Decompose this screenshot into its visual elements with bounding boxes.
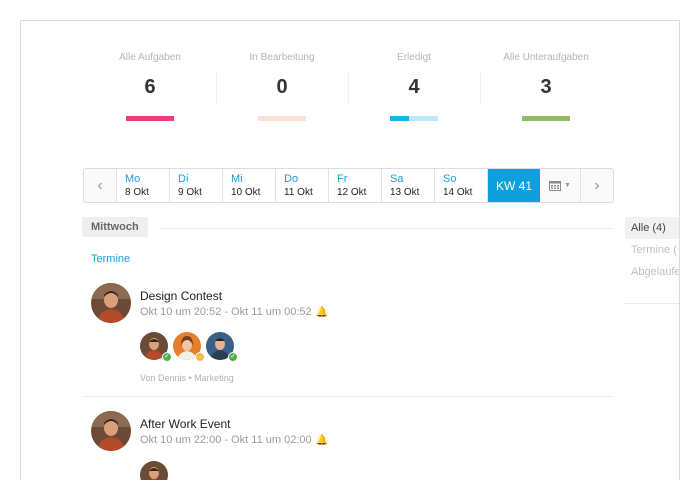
bell-icon: 🔔 xyxy=(315,307,329,318)
chevron-right-icon[interactable]: › xyxy=(580,169,613,202)
stat-bar xyxy=(522,116,570,121)
participant-avatar[interactable] xyxy=(140,332,168,360)
divider xyxy=(625,303,679,304)
event-time: Okt 10 um 22:00 - Okt 11 um 02:00 🔔 xyxy=(140,434,328,446)
day-name: Mi xyxy=(231,173,243,185)
stat-divider xyxy=(348,73,349,105)
day-date: 9 Okt xyxy=(178,187,202,198)
filter-expired[interactable]: Abgelaufe xyxy=(631,266,680,278)
stat-value: 6 xyxy=(144,76,156,98)
stat-all-subtasks[interactable]: Alle Unteraufgaben 3 xyxy=(480,51,612,99)
calendar-icon xyxy=(549,180,562,191)
day-date: 8 Okt xyxy=(125,187,149,198)
event-time-text: Okt 10 um 20:52 - Okt 11 um 00:52 xyxy=(140,306,312,318)
event-divider xyxy=(82,396,614,397)
day-heading: Mittwoch xyxy=(82,217,148,237)
stat-bar-progress xyxy=(390,116,410,121)
day-date: 12 Okt xyxy=(337,187,367,198)
stat-bar xyxy=(126,116,174,121)
avatar xyxy=(91,283,131,323)
week-navigator: ‹ Mo 8 Okt Di 9 Okt Mi 10 Okt Do 11 Okt … xyxy=(83,168,614,203)
event-time-text: Okt 10 um 22:00 - Okt 11 um 02:00 xyxy=(140,434,312,446)
day-name: Sa xyxy=(390,173,404,185)
day-thursday[interactable]: Do 11 Okt xyxy=(276,169,329,202)
day-name: Mo xyxy=(125,173,141,185)
day-date: 10 Okt xyxy=(231,187,261,198)
day-name: So xyxy=(443,173,457,185)
avatar xyxy=(91,411,131,451)
day-name: Do xyxy=(284,173,299,185)
stat-label: In Bearbeitung xyxy=(249,52,315,63)
event-title[interactable]: After Work Event xyxy=(140,417,231,431)
event-time: Okt 10 um 20:52 - Okt 11 um 00:52 🔔 xyxy=(140,306,328,318)
stat-value: 3 xyxy=(540,76,552,98)
filter-all[interactable]: Alle (4) xyxy=(625,217,679,239)
event-title[interactable]: Design Contest xyxy=(140,289,223,303)
divider xyxy=(161,228,613,229)
caret-down-icon: ▼ xyxy=(564,182,571,189)
stat-value: 4 xyxy=(408,76,420,98)
stat-label: Alle Unteraufgaben xyxy=(503,52,589,63)
week-number-button[interactable]: KW 41 xyxy=(488,169,540,202)
day-tuesday[interactable]: Di 9 Okt xyxy=(170,169,223,202)
day-wednesday[interactable]: Mi 10 Okt xyxy=(223,169,276,202)
participant-avatar[interactable] xyxy=(140,461,168,480)
stat-value: 0 xyxy=(276,76,288,98)
stat-bar xyxy=(258,116,306,121)
filter-appointments[interactable]: Termine ( xyxy=(631,244,677,256)
stat-bar xyxy=(390,116,438,121)
stat-in-progress[interactable]: In Bearbeitung 0 xyxy=(216,51,348,99)
day-date: 11 Okt xyxy=(284,187,313,198)
day-date: 13 Okt xyxy=(390,187,420,198)
chevron-left-icon[interactable]: ‹ xyxy=(84,169,117,202)
day-monday[interactable]: Mo 8 Okt xyxy=(117,169,170,202)
app-frame: Alle Aufgaben 6 In Bearbeitung 0 Erledig… xyxy=(20,20,680,480)
event-meta: Von Dennis • Marketing xyxy=(140,373,234,383)
stat-divider xyxy=(480,73,481,105)
day-saturday[interactable]: Sa 13 Okt xyxy=(382,169,435,202)
day-date: 14 Okt xyxy=(443,187,473,198)
day-name: Fr xyxy=(337,173,348,185)
day-friday[interactable]: Fr 12 Okt xyxy=(329,169,382,202)
stat-done[interactable]: Erledigt 4 xyxy=(348,51,480,99)
stat-label: Alle Aufgaben xyxy=(119,52,181,63)
calendar-picker-button[interactable]: ▼ xyxy=(540,169,580,202)
filter-list: Alle (4) Termine ( Abgelaufe xyxy=(625,217,680,283)
status-pending-icon: … xyxy=(195,352,205,362)
stat-label: Erledigt xyxy=(397,52,431,63)
day-sunday[interactable]: So 14 Okt xyxy=(435,169,488,202)
day-name: Di xyxy=(178,173,189,185)
status-accepted-icon: ✓ xyxy=(228,352,238,362)
bell-icon: 🔔 xyxy=(315,435,329,446)
section-title-appointments[interactable]: Termine xyxy=(91,253,131,265)
status-accepted-icon: ✓ xyxy=(162,352,172,362)
stat-all-tasks[interactable]: Alle Aufgaben 6 xyxy=(84,51,216,99)
stat-divider xyxy=(216,73,217,105)
